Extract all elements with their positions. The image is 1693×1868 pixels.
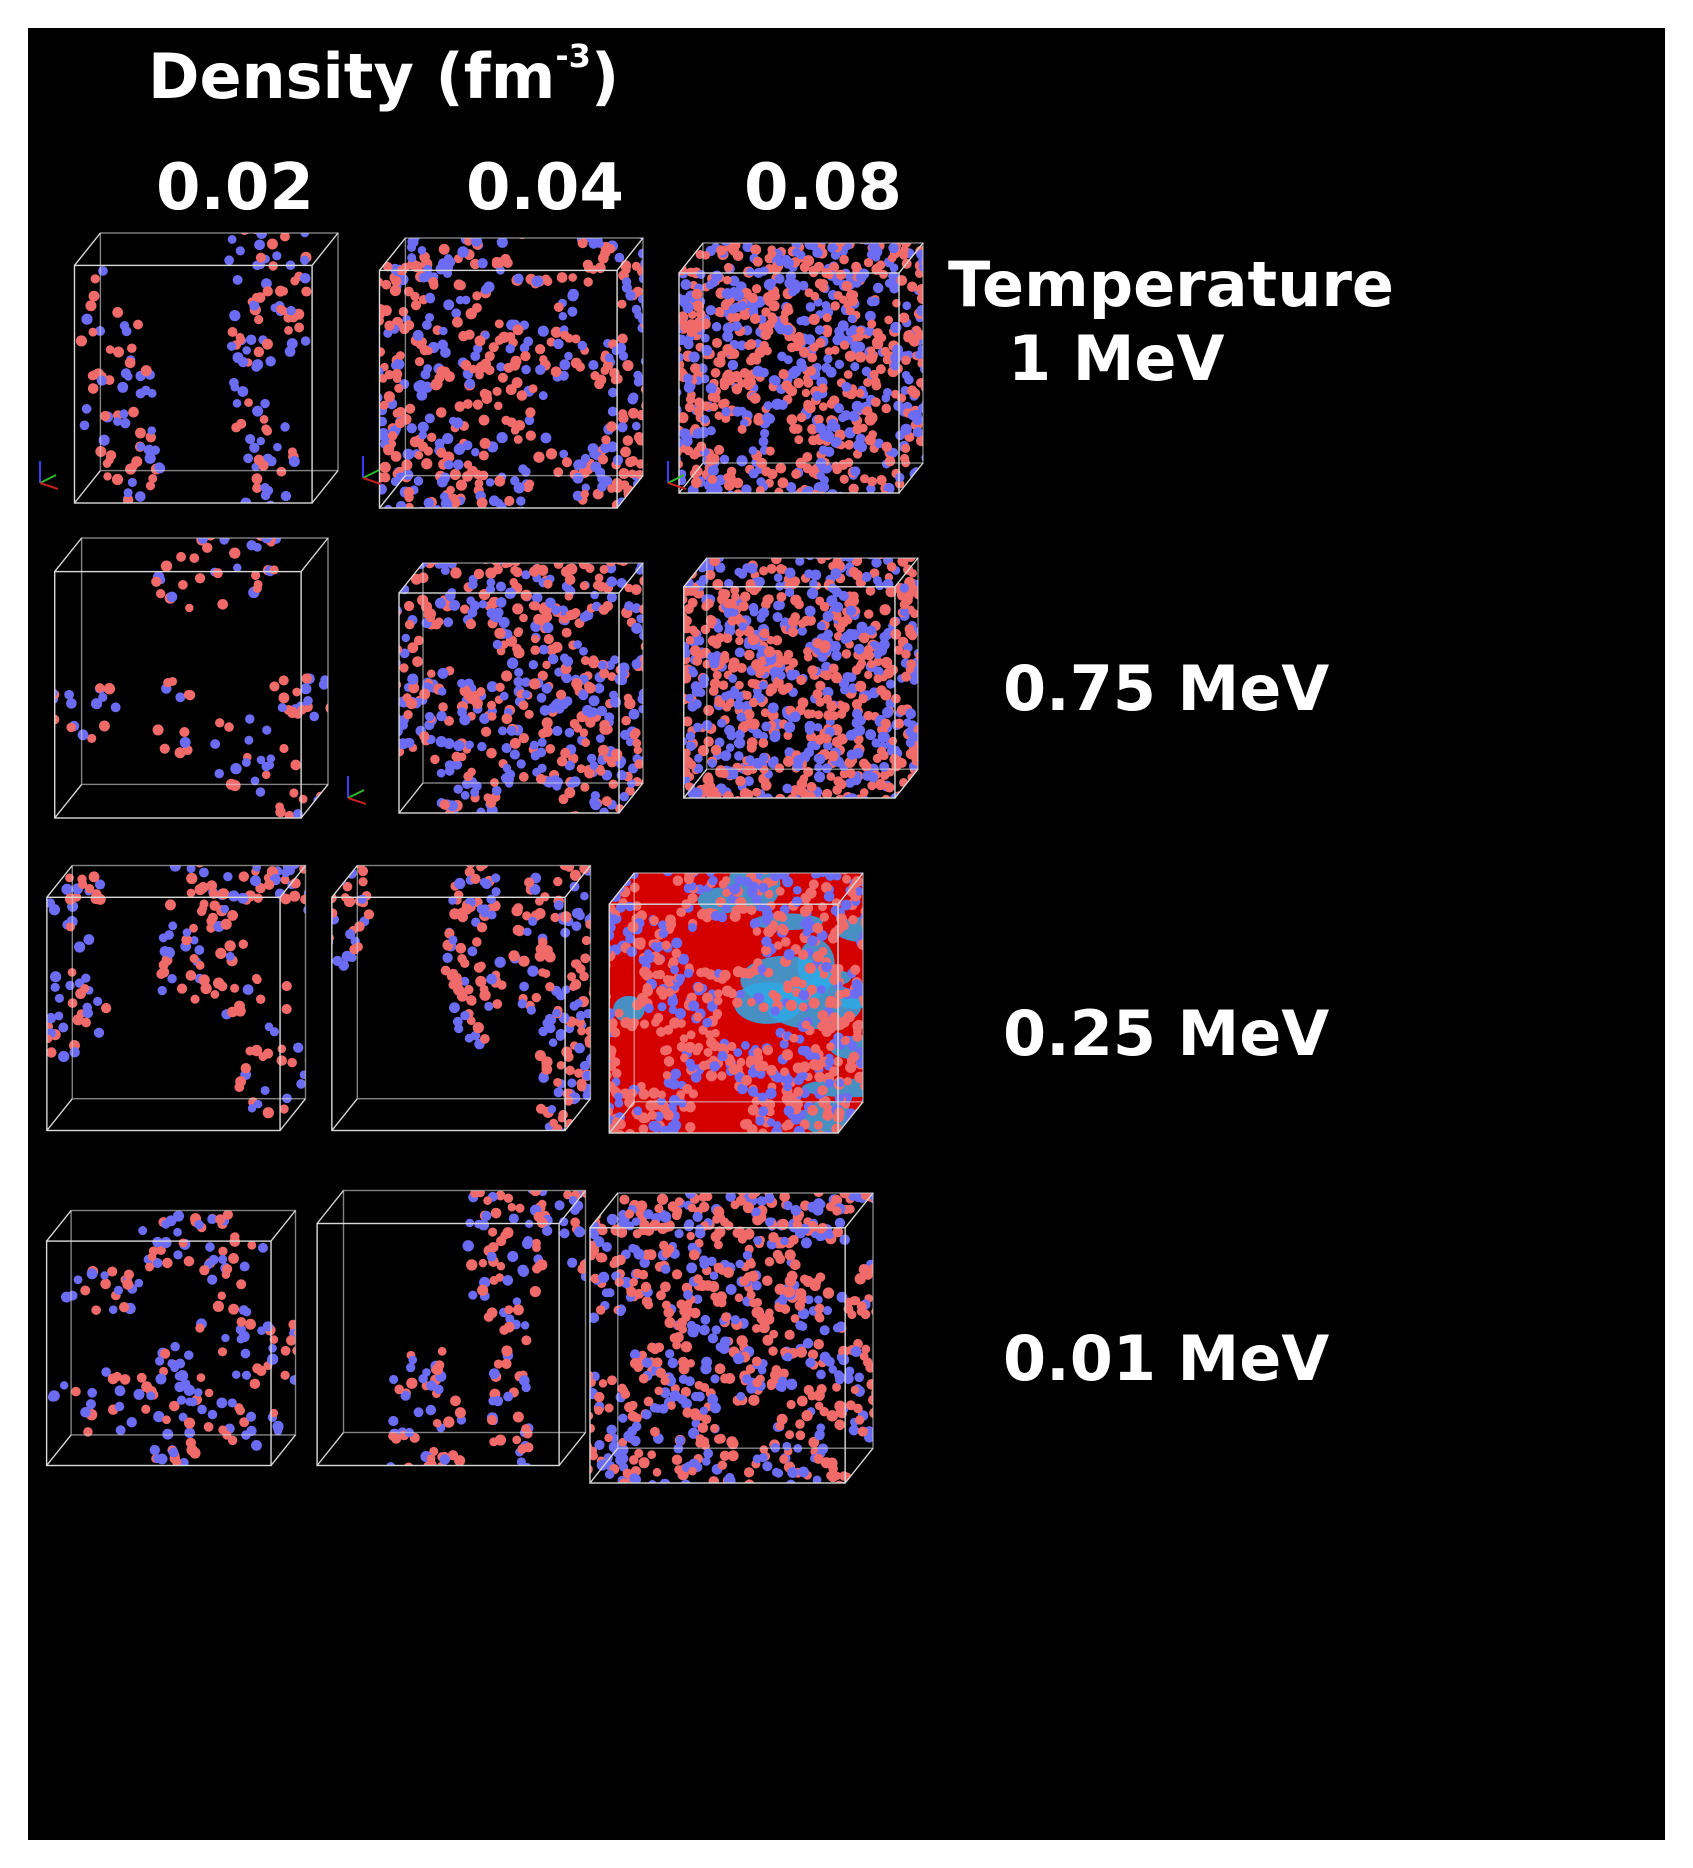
simulation-cube-2-3 — [683, 557, 919, 799]
simulation-cube-1-3 — [678, 242, 924, 494]
simulation-cube-1-1 — [73, 232, 339, 504]
figure-panel: Density (fm-3) 0.02 0.04 0.08 Temperatur… — [28, 28, 1665, 1840]
temperature-label-0-01mev: 0.01 MeV — [1003, 1322, 1330, 1395]
simulation-cube-2-1 — [54, 537, 329, 819]
density-label-0-04: 0.04 — [466, 151, 624, 225]
simulation-cube-3-3 — [608, 872, 864, 1134]
density-title-text: Density (fm — [148, 40, 556, 113]
simulation-cube-3-1 — [46, 864, 307, 1132]
density-title-close: ) — [590, 40, 620, 113]
temperature-label-0-75mev: 0.75 MeV — [1003, 652, 1330, 725]
axis-triad-icon — [362, 456, 382, 485]
density-axis-title: Density (fm-3) — [148, 40, 619, 108]
temperature-label-1mev: 1 MeV — [1008, 322, 1225, 395]
simulation-cube-4-3 — [589, 1192, 874, 1484]
simulation-cube-1-2 — [378, 237, 644, 509]
simulation-cube-2-2 — [398, 562, 644, 814]
axis-triad-icon — [39, 461, 59, 490]
axis-triad-icon — [667, 461, 687, 490]
simulation-cube-4-1 — [45, 1209, 297, 1467]
temperature-label-0-25mev: 0.25 MeV — [1003, 997, 1330, 1070]
simulation-grid — [39, 232, 924, 1484]
density-label-0-02: 0.02 — [156, 151, 314, 225]
temperature-axis-title: Temperature — [948, 248, 1394, 321]
simulation-cube-4-2 — [316, 1189, 587, 1467]
density-exponent: -3 — [555, 37, 591, 75]
axis-triad-icon — [347, 776, 367, 805]
simulation-cube-3-2 — [331, 864, 592, 1132]
density-label-0-08: 0.08 — [744, 151, 902, 225]
cubes-layer — [39, 232, 924, 1484]
